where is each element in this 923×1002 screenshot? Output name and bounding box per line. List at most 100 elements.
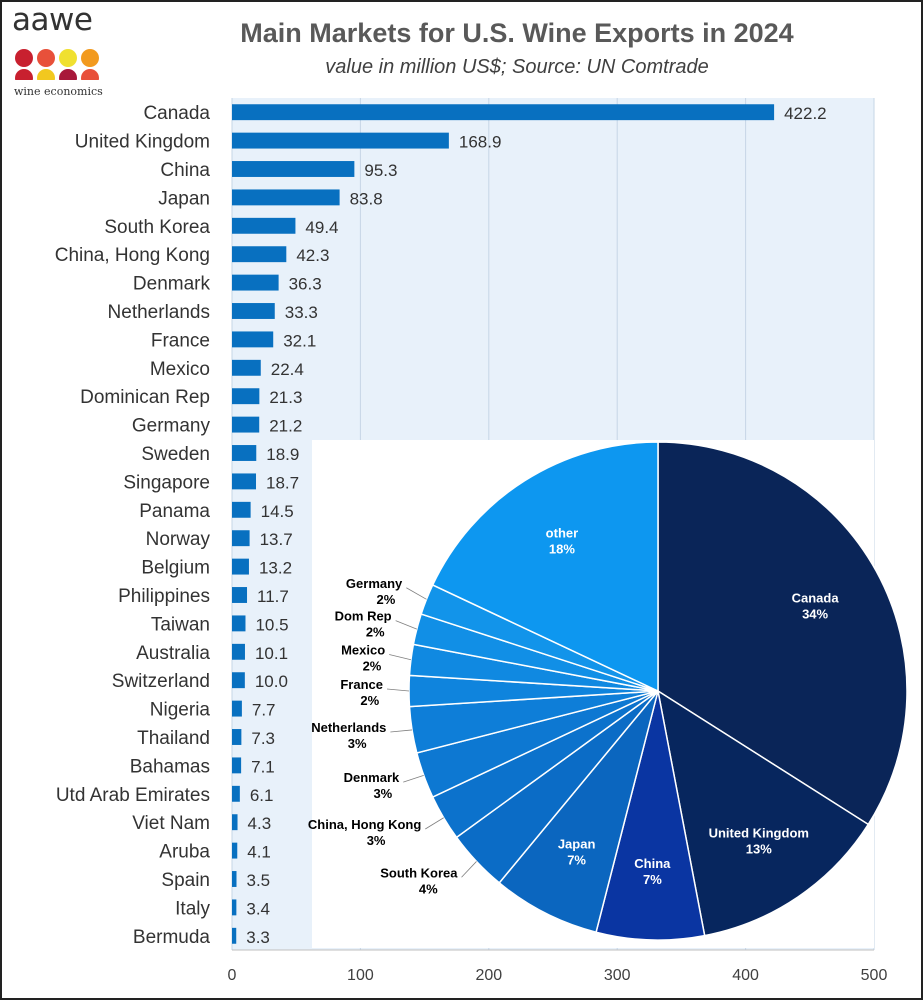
category-label: China, Hong Kong xyxy=(55,245,210,266)
bar-value-label: 3.3 xyxy=(246,928,270,947)
bar xyxy=(232,757,242,774)
category-label: Netherlands xyxy=(108,302,210,323)
bar xyxy=(232,927,237,944)
bar xyxy=(232,445,257,461)
pie-slice xyxy=(657,441,908,826)
bar xyxy=(232,643,245,660)
pie-slice-label: France xyxy=(340,677,383,692)
pie-slice-pct: 2% xyxy=(363,659,382,674)
category-label: Sweden xyxy=(141,444,210,465)
bar xyxy=(232,359,261,376)
pie-slice-pct: 7% xyxy=(643,872,662,887)
category-label: Viet Nam xyxy=(132,813,210,834)
bar xyxy=(232,132,449,149)
bar-value-label: 6.1 xyxy=(250,786,274,805)
pie-leader-line xyxy=(389,654,412,661)
pie-slice xyxy=(431,441,659,693)
x-tick-label: 200 xyxy=(475,967,502,984)
category-label: Mexico xyxy=(150,359,210,380)
bar xyxy=(232,672,245,689)
pie-slice-pct: 4% xyxy=(419,881,438,896)
bar xyxy=(232,558,249,575)
category-label: Belgium xyxy=(141,558,210,579)
x-tick-label: 500 xyxy=(861,967,888,984)
bar-value-label: 10.0 xyxy=(255,672,288,691)
bar-value-label: 36.3 xyxy=(289,275,322,294)
pie-slice xyxy=(656,689,870,937)
bar xyxy=(232,785,240,802)
category-label: Spain xyxy=(161,870,210,891)
category-label: Denmark xyxy=(133,274,211,295)
bar-value-label: 4.1 xyxy=(247,843,271,862)
pie-slice-pct: 18% xyxy=(549,542,575,557)
category-label: Japan xyxy=(158,188,210,209)
bar-value-label: 33.3 xyxy=(285,303,318,322)
bar-value-label: 22.4 xyxy=(271,360,304,379)
pie-slice-pct: 2% xyxy=(366,625,385,640)
bar-value-label: 18.7 xyxy=(266,473,299,492)
pie-slice-label: other xyxy=(546,526,579,541)
logo-dot xyxy=(37,49,55,67)
bar xyxy=(232,388,260,405)
bar-value-label: 42.3 xyxy=(296,246,329,265)
category-label: Dominican Rep xyxy=(80,387,210,408)
bar xyxy=(232,331,274,348)
bar-value-label: 95.3 xyxy=(364,161,397,180)
category-label: France xyxy=(151,330,210,351)
bar xyxy=(232,274,279,291)
bar xyxy=(232,899,237,916)
logo-dot xyxy=(59,49,77,67)
logo-wordmark: aawe xyxy=(12,2,93,38)
pie-slice-pct: 3% xyxy=(373,786,392,801)
category-label: Nigeria xyxy=(150,700,211,721)
bar-value-label: 21.3 xyxy=(269,388,302,407)
pie-slice-label: Japan xyxy=(558,837,596,852)
pie-slice-pct: 3% xyxy=(348,736,367,751)
logo-dot xyxy=(15,69,33,80)
bar xyxy=(232,700,242,717)
category-label: South Korea xyxy=(104,217,210,238)
pie-leader-line xyxy=(390,729,413,733)
pie-slice-pct: 7% xyxy=(567,853,586,868)
category-label: Taiwan xyxy=(151,614,210,635)
bar-value-label: 7.1 xyxy=(251,757,275,776)
logo-tagline: wine economics xyxy=(14,85,103,98)
bar xyxy=(232,416,260,433)
pie-slice-label: Netherlands xyxy=(311,720,386,735)
x-tick-label: 400 xyxy=(732,967,759,984)
pie-slice-pct: 3% xyxy=(367,833,386,848)
bar-value-label: 49.4 xyxy=(305,218,338,237)
aawe-logo: aawe wine economics xyxy=(12,2,104,98)
bar xyxy=(232,842,238,859)
bar-value-label: 3.4 xyxy=(246,899,270,918)
category-label: Bahamas xyxy=(130,756,210,777)
pie-slice-label: Dom Rep xyxy=(335,609,392,624)
bar xyxy=(232,501,251,518)
bar xyxy=(232,814,238,831)
logo-dot xyxy=(37,69,55,80)
pie-leader-line xyxy=(425,817,444,830)
bar xyxy=(232,530,250,547)
bar-value-label: 3.5 xyxy=(246,871,270,890)
category-label: Australia xyxy=(136,643,210,664)
pie-slice-pct: 13% xyxy=(746,841,772,856)
bar-value-label: 422.2 xyxy=(784,104,827,123)
x-tick-label: 100 xyxy=(347,967,374,984)
bar-value-label: 13.2 xyxy=(259,559,292,578)
pie-slice-label: Canada xyxy=(792,591,840,606)
pie-slice xyxy=(595,690,706,941)
pie-slice-label: China xyxy=(634,856,671,871)
pie-slice-label: Germany xyxy=(346,576,403,591)
bar xyxy=(232,473,257,490)
pie-leader-line xyxy=(403,774,424,783)
category-label: Italy xyxy=(175,898,210,919)
bar-value-label: 10.5 xyxy=(255,615,288,634)
pie-slice-label: Denmark xyxy=(344,770,400,785)
category-label: Canada xyxy=(143,103,210,124)
category-label: Utd Arab Emirates xyxy=(56,785,210,806)
bar-value-label: 21.2 xyxy=(269,417,302,436)
pie-slice-label: Mexico xyxy=(341,643,385,658)
bar xyxy=(232,217,296,234)
